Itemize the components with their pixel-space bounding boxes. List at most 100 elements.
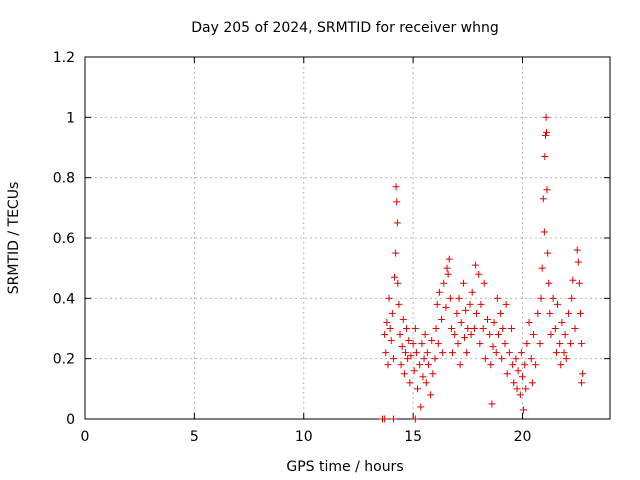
y-tick-label: 0.6 [53, 231, 75, 247]
data-point [445, 255, 453, 263]
y-tick-label: 0.8 [53, 171, 75, 187]
data-point [431, 355, 439, 363]
data-point [468, 288, 476, 296]
data-point [551, 325, 559, 332]
tick-label-layer: 0 5 10 15 20 0 0.2 0.4 0.6 0.8 1 1.2 [53, 50, 532, 445]
data-point [578, 379, 586, 387]
data-point [396, 331, 404, 339]
data-point [509, 361, 517, 369]
data-point [439, 349, 447, 357]
grid-layer [85, 57, 610, 419]
data-point [536, 340, 544, 348]
data-point [538, 264, 546, 272]
data-point [470, 325, 478, 332]
data-point [479, 325, 487, 332]
data-point [541, 153, 549, 161]
data-point [494, 331, 502, 339]
data-point [429, 370, 437, 378]
y-tick-label: 0.4 [53, 291, 75, 307]
data-point [505, 349, 513, 357]
data-point [454, 340, 462, 348]
data-point [517, 349, 525, 357]
data-point [421, 331, 429, 339]
data-point [420, 355, 428, 363]
data-point [383, 318, 391, 326]
data-point [463, 349, 471, 357]
data-point [503, 370, 511, 378]
data-point [562, 355, 570, 363]
data-point [571, 325, 579, 332]
data-point [398, 343, 406, 351]
data-point [528, 379, 536, 387]
x-tick-label: 0 [81, 429, 90, 445]
data-point [455, 294, 463, 302]
data-point [498, 355, 506, 363]
data-point [381, 331, 389, 339]
data-point [385, 294, 393, 302]
data-point [488, 400, 496, 408]
data-point [564, 309, 572, 317]
data-point [567, 340, 575, 348]
x-tick-label: 10 [295, 429, 313, 445]
data-point [434, 340, 442, 348]
data-point [386, 325, 394, 332]
data-point [433, 300, 441, 308]
data-point [534, 309, 542, 317]
data-point [473, 309, 481, 317]
data-point [537, 294, 545, 302]
data-point [497, 309, 505, 317]
data-point [406, 379, 414, 387]
data-point [523, 340, 531, 348]
data-point [520, 406, 528, 414]
data-point [440, 279, 448, 287]
data-point [444, 270, 452, 278]
data-point [411, 325, 419, 332]
data-point [459, 279, 467, 287]
y-tick-label: 0 [66, 412, 75, 428]
data-point [427, 391, 435, 399]
data-point [389, 415, 397, 423]
data-point [545, 279, 553, 287]
data-point [543, 186, 551, 194]
data-point [522, 385, 530, 393]
data-point [490, 318, 498, 326]
data-point [514, 367, 522, 375]
tick-layer [84, 56, 610, 420]
data-point [516, 391, 524, 399]
data-point [403, 325, 411, 332]
data-point [484, 315, 491, 323]
data-point [508, 325, 516, 332]
data-point [549, 294, 557, 302]
data-point [539, 195, 547, 203]
data-point [529, 331, 537, 339]
data-point [547, 331, 555, 339]
data-point [480, 279, 488, 287]
data-point [461, 334, 469, 342]
data-point [411, 415, 419, 423]
data-point [442, 303, 450, 311]
data-point [447, 325, 455, 332]
y-axis-title: SRMTID / TECUs [6, 182, 22, 295]
data-point [393, 198, 401, 206]
data-point [525, 318, 533, 326]
data-point [576, 309, 584, 317]
data-point [400, 370, 408, 378]
data-point [438, 315, 446, 323]
data-point [410, 367, 418, 375]
data-point [456, 361, 464, 369]
data-point [502, 300, 510, 308]
data-point [527, 355, 535, 363]
data-point [573, 246, 581, 254]
y-tick-label: 1 [66, 110, 75, 126]
data-point [519, 373, 526, 381]
data-point [381, 415, 389, 423]
data-point [556, 340, 564, 348]
chart-title: Day 205 of 2024, SRMTID for receiver whn… [191, 20, 499, 36]
data-point [489, 343, 497, 351]
data-point [579, 370, 587, 378]
data-point [435, 288, 443, 296]
data-point [513, 385, 521, 393]
data-point [395, 300, 403, 308]
data-point [428, 337, 436, 345]
